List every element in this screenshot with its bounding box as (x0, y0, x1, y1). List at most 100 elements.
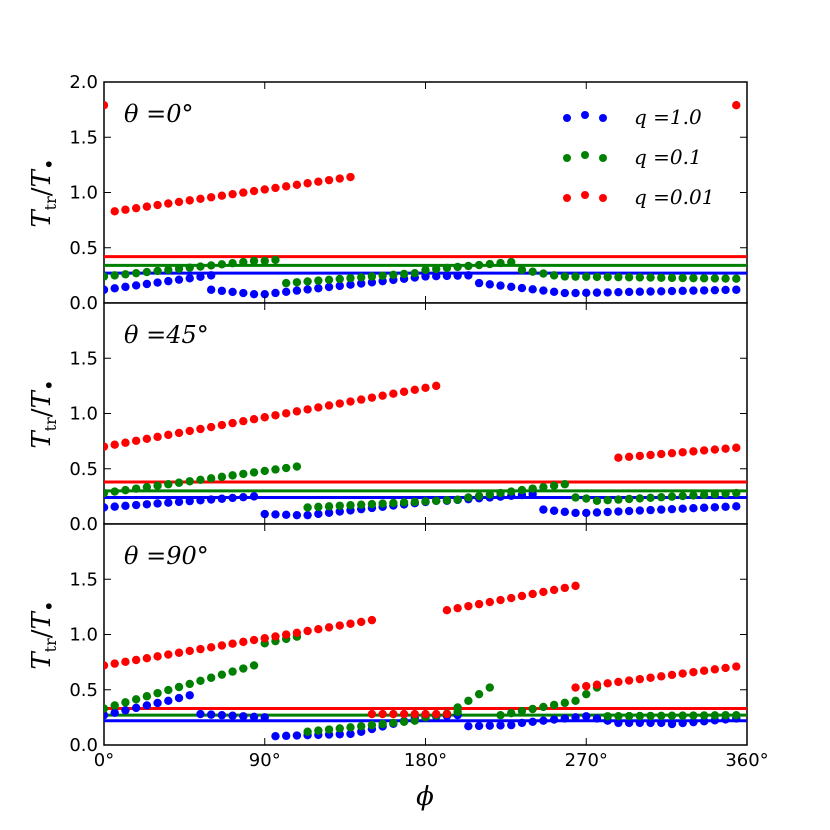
point-q01 (657, 273, 666, 282)
point-q01 (260, 466, 269, 476)
point-q01 (217, 670, 227, 679)
point-q001 (185, 196, 194, 205)
point-q01 (324, 275, 334, 284)
point-q001 (206, 422, 216, 432)
plot-area-2 (104, 581, 747, 741)
y-tick-label: 0.0 (69, 293, 98, 314)
point-q1 (104, 710, 109, 720)
point-q001 (699, 446, 709, 455)
point-q001 (335, 621, 344, 630)
point-q001 (303, 626, 312, 636)
point-q001 (260, 413, 269, 422)
x-tick-label: 270° (565, 750, 608, 771)
point-q001 (292, 407, 302, 416)
point-q001 (281, 409, 291, 418)
point-q01 (196, 262, 205, 271)
point-q01 (699, 274, 709, 283)
point-q1 (228, 493, 237, 503)
point-q1 (217, 710, 227, 720)
point-q001 (110, 440, 119, 449)
point-q01 (528, 267, 537, 276)
point-q1 (314, 509, 323, 519)
point-q001 (421, 709, 430, 719)
point-q01 (582, 272, 591, 281)
point-q1 (592, 508, 602, 517)
point-q1 (335, 281, 344, 291)
legend-marker-q1-b (581, 111, 589, 119)
point-q001 (281, 182, 291, 191)
point-q01 (646, 273, 655, 282)
point-q01 (549, 271, 559, 280)
point-q01 (571, 272, 580, 281)
point-q1 (614, 507, 623, 516)
point-q01 (335, 274, 344, 284)
point-q001 (110, 207, 119, 216)
point-q1 (464, 722, 473, 731)
point-q01 (732, 274, 741, 283)
point-q01 (206, 261, 216, 270)
point-q01 (228, 667, 237, 676)
point-q01 (206, 474, 216, 483)
panel-title-0: θ =0° (124, 100, 193, 128)
point-q001 (196, 644, 205, 654)
point-q01 (507, 487, 516, 496)
point-q01 (410, 716, 419, 725)
plot-area-0 (104, 101, 747, 299)
point-q01 (721, 489, 730, 498)
point-q001 (657, 449, 666, 459)
point-q01 (528, 704, 537, 714)
point-q01 (453, 703, 462, 712)
legend-label-q01: q =0.1 (634, 145, 702, 169)
point-q01 (142, 267, 152, 277)
point-q01 (196, 676, 205, 686)
point-q1 (421, 272, 430, 281)
point-q001 (571, 683, 580, 692)
point-q01 (464, 261, 473, 271)
point-q1 (164, 696, 173, 705)
panel-theta-45: 0.0 0.5 1.0 1.5 θ =45° Ttr/T• (27, 302, 748, 535)
y-tick-label: 1.0 (69, 404, 98, 425)
point-q001 (624, 452, 634, 461)
point-q01 (560, 698, 570, 708)
point-q001 (131, 203, 141, 213)
point-q01 (121, 270, 130, 279)
point-q001 (153, 200, 162, 210)
point-q1 (196, 272, 205, 282)
point-q001 (142, 202, 152, 211)
point-q001 (324, 401, 334, 410)
point-q1 (657, 505, 666, 514)
point-q1 (206, 271, 216, 280)
point-q1 (678, 286, 687, 296)
point-q01 (324, 725, 334, 734)
point-q001 (603, 679, 612, 688)
point-q001 (249, 415, 259, 424)
point-q001 (104, 101, 109, 110)
point-q001 (324, 623, 334, 632)
point-q01 (303, 503, 312, 512)
point-q01 (646, 493, 655, 503)
point-q1 (164, 276, 173, 286)
point-q01 (721, 711, 730, 720)
point-q1 (292, 731, 302, 740)
ylabel-sub-tr: tr (41, 638, 60, 652)
point-q001 (281, 630, 291, 639)
point-q1 (582, 288, 591, 298)
point-q01 (399, 717, 409, 726)
point-q01 (121, 698, 130, 707)
point-q1 (699, 286, 709, 295)
point-q001 (667, 670, 677, 680)
point-q01 (346, 723, 355, 732)
point-q1 (571, 508, 580, 518)
point-q01 (164, 265, 173, 275)
point-q1 (346, 280, 355, 289)
point-q001 (646, 673, 655, 682)
ylabel-sub-tr: tr (41, 417, 60, 431)
point-q1 (624, 506, 634, 516)
point-q001 (142, 653, 152, 663)
point-q1 (657, 287, 666, 296)
point-q001 (410, 385, 419, 394)
point-q001 (367, 615, 377, 625)
point-q01 (582, 494, 591, 503)
point-q01 (335, 724, 344, 733)
point-q01 (624, 494, 634, 504)
